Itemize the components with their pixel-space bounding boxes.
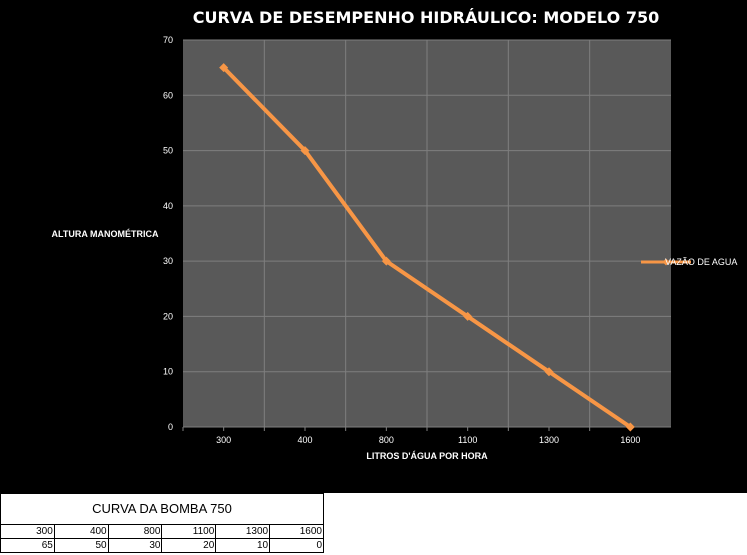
table-cell: 1100	[161, 524, 217, 539]
table-cell: 1300	[215, 524, 271, 539]
table-row: 65 50 30 20 10 0	[0, 538, 324, 553]
table-cell: 0	[269, 538, 324, 553]
table-title: CURVA DA BOMBA 750	[0, 493, 324, 524]
x-tick-label: 1600	[620, 435, 640, 445]
y-tick-label: 40	[163, 201, 173, 211]
table-cell: 1600	[269, 524, 324, 539]
chart-title: CURVA DE DESEMPENHO HIDRÁULICO: MODELO 7…	[193, 8, 660, 27]
table-cell: 65	[0, 538, 55, 553]
legend-label: VAZÃO DE AGUA	[665, 257, 737, 267]
y-tick-label: 0	[168, 422, 173, 432]
x-tick-label: 800	[379, 435, 394, 445]
x-tick-label: 1300	[539, 435, 559, 445]
table-cell: 20	[161, 538, 217, 553]
y-tick-label: 60	[163, 90, 173, 100]
table-cell: 50	[53, 538, 109, 553]
data-point	[219, 63, 229, 73]
data-point	[300, 146, 310, 156]
y-tick-label: 50	[163, 146, 173, 156]
x-axis-label: LITROS D'ÁGUA POR HORA	[366, 451, 488, 461]
legend-marker	[662, 258, 670, 266]
table-cell: 10	[215, 538, 271, 553]
table-cell: 300	[0, 524, 55, 539]
y-tick-label: 30	[163, 256, 173, 266]
y-tick-label: 20	[163, 311, 173, 321]
y-tick-label: 70	[163, 35, 173, 45]
chart-area: CURVA DE DESEMPENHO HIDRÁULICO: MODELO 7…	[0, 0, 747, 493]
y-tick-label: 10	[163, 367, 173, 377]
table-cell: 400	[53, 524, 109, 539]
table-cell: 30	[107, 538, 163, 553]
x-tick-label: 1100	[458, 435, 477, 445]
table-row: 300 400 800 1100 1300 1600	[0, 524, 324, 539]
table-cell: 800	[107, 524, 163, 539]
line-chart: CURVA DE DESEMPENHO HIDRÁULICO: MODELO 7…	[52, 8, 738, 461]
data-table: 300 400 800 1100 1300 1600 65 50 30 20 10 0	[0, 524, 324, 553]
data-point	[381, 256, 391, 266]
data-point	[463, 311, 473, 321]
x-tick-label: 400	[297, 435, 312, 445]
series-line	[222, 66, 632, 429]
data-point	[544, 367, 554, 377]
data-table-section: CURVA DA BOMBA 750 300 400 800 1100 1300 1600…	[0, 493, 324, 555]
legend: VAZÃO DE AGUA	[641, 257, 737, 267]
data-point	[625, 422, 635, 432]
x-tick-label: 300	[216, 435, 231, 445]
y-axis-label: ALTURA MANOMÉTRICA	[52, 229, 159, 239]
